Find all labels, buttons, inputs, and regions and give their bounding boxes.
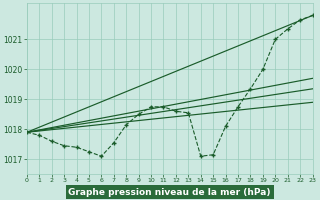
X-axis label: Graphe pression niveau de la mer (hPa): Graphe pression niveau de la mer (hPa) [68,188,271,197]
